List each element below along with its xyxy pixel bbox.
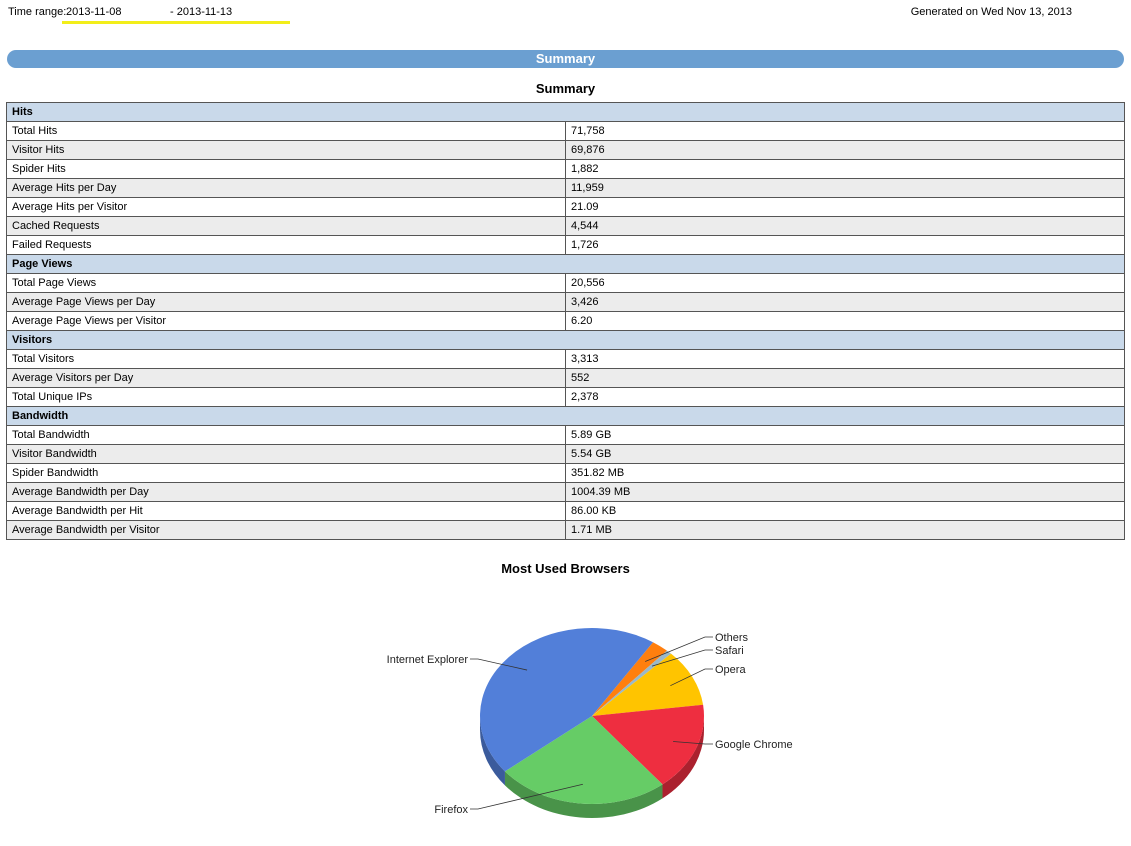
metric-value: 11,959 xyxy=(565,178,1125,198)
metric-label: Total Hits xyxy=(6,121,566,141)
table-row: Total Page Views 20,556 xyxy=(6,273,1125,293)
metric-label: Spider Bandwidth xyxy=(6,463,566,483)
pie-slice-firefox xyxy=(504,716,663,804)
time-range-highlight: 2013-11-08 - 2013-11-13 xyxy=(62,5,290,24)
metric-value: 5.54 GB xyxy=(565,444,1125,464)
metric-value: 4,544 xyxy=(565,216,1125,236)
pie-leader-line xyxy=(470,658,528,671)
pie-wall-google-chrome xyxy=(662,716,704,799)
metric-value: 1004.39 MB xyxy=(565,482,1125,502)
table-row: Average Bandwidth per Visitor 1.71 MB xyxy=(6,520,1125,540)
table-row: Average Hits per Day 11,959 xyxy=(6,178,1125,198)
metric-label: Failed Requests xyxy=(6,235,566,255)
section-label: Bandwidth xyxy=(6,406,1125,426)
table-row: Total Bandwidth 5.89 GB xyxy=(6,425,1125,445)
pie-slice-internet-explorer xyxy=(480,628,653,772)
section-label: Hits xyxy=(6,102,1125,122)
metric-label: Cached Requests xyxy=(6,216,566,236)
report-header: Time range: 2013-11-08 - 2013-11-13 Gene… xyxy=(8,6,1120,24)
pie-leader-line xyxy=(673,741,713,745)
section-label: Page Views xyxy=(6,254,1125,274)
generated-date: Generated on Wed Nov 13, 2013 xyxy=(910,6,1072,18)
metric-value: 71,758 xyxy=(565,121,1125,141)
pie-label: Opera xyxy=(715,664,746,676)
table-row: Spider Hits 1,882 xyxy=(6,159,1125,179)
pie-label: Firefox xyxy=(434,804,468,816)
pie-leader-line xyxy=(470,783,583,810)
metric-value: 1,726 xyxy=(565,235,1125,255)
metric-label: Total Page Views xyxy=(6,273,566,293)
table-section-header: Bandwidth xyxy=(6,406,1125,426)
pie-label: Internet Explorer xyxy=(387,654,469,666)
table-row: Average Visitors per Day 552 xyxy=(6,368,1125,388)
metric-value: 20,556 xyxy=(565,273,1125,293)
metric-label: Visitor Hits xyxy=(6,140,566,160)
metric-label: Total Visitors xyxy=(6,349,566,369)
table-section-header: Visitors xyxy=(6,330,1125,350)
pie-leader-line xyxy=(651,649,713,667)
metric-label: Visitor Bandwidth xyxy=(6,444,566,464)
section-label: Visitors xyxy=(6,330,1125,350)
summary-title: Summary xyxy=(535,81,596,96)
summary-table: Hits Total Hits 71,758 Visitor Hits 69,876 Sp… xyxy=(6,102,1125,540)
pie-slice-opera xyxy=(592,653,704,716)
metric-label: Average Visitors per Day xyxy=(6,368,566,388)
pie-label: Others xyxy=(715,632,749,644)
pie-slice-safari xyxy=(592,650,672,716)
table-section-header: Hits xyxy=(6,102,1125,122)
metric-label: Average Bandwidth per Day xyxy=(6,482,566,502)
pie-wall-internet-explorer xyxy=(480,716,505,786)
date-from[interactable]: 2013-11-08 xyxy=(66,6,122,18)
table-row: Spider Bandwidth 351.82 MB xyxy=(6,463,1125,483)
metric-value: 1.71 MB xyxy=(565,520,1125,540)
pie-wall-firefox xyxy=(504,771,663,818)
pie-label: Google Chrome xyxy=(715,739,793,751)
metric-value: 6.20 xyxy=(565,311,1125,331)
pie-slice-google-chrome xyxy=(592,704,704,785)
metric-value: 5.89 GB xyxy=(565,425,1125,445)
table-row: Average Page Views per Day 3,426 xyxy=(6,292,1125,312)
summary-banner: Summary xyxy=(7,50,1124,68)
date-to[interactable]: - 2013-11-13 xyxy=(170,6,233,18)
table-row: Average Bandwidth per Hit 86.00 KB xyxy=(6,501,1125,521)
table-row: Total Visitors 3,313 xyxy=(6,349,1125,369)
metric-label: Spider Hits xyxy=(6,159,566,179)
table-row: Average Hits per Visitor 21.09 xyxy=(6,197,1125,217)
metric-value: 86.00 KB xyxy=(565,501,1125,521)
metric-value: 3,313 xyxy=(565,349,1125,369)
table-row: Cached Requests 4,544 xyxy=(6,216,1125,236)
table-section-header: Page Views xyxy=(6,254,1125,274)
metric-value: 3,426 xyxy=(565,292,1125,312)
metric-label: Average Bandwidth per Visitor xyxy=(6,520,566,540)
table-row: Average Page Views per Visitor 6.20 xyxy=(6,311,1125,331)
metric-label: Average Page Views per Day xyxy=(6,292,566,312)
metric-value: 1,882 xyxy=(565,159,1125,179)
chart-title: Most Used Browsers xyxy=(501,561,630,576)
table-row: Total Unique IPs 2,378 xyxy=(6,387,1125,407)
metric-value: 69,876 xyxy=(565,140,1125,160)
metric-value: 552 xyxy=(565,368,1125,388)
table-row: Failed Requests 1,726 xyxy=(6,235,1125,255)
metric-label: Average Hits per Day xyxy=(6,178,566,198)
metric-value: 351.82 MB xyxy=(565,463,1125,483)
table-row: Total Hits 71,758 xyxy=(6,121,1125,141)
time-range-label: Time range: xyxy=(8,6,67,18)
metric-label: Average Bandwidth per Hit xyxy=(6,501,566,521)
metric-label: Average Hits per Visitor xyxy=(6,197,566,217)
metric-label: Total Bandwidth xyxy=(6,425,566,445)
pie-side-walls xyxy=(480,716,704,818)
pie-label: Safari xyxy=(715,645,744,657)
table-row: Average Bandwidth per Day 1004.39 MB xyxy=(6,482,1125,502)
metric-label: Average Page Views per Visitor xyxy=(6,311,566,331)
table-row: Visitor Hits 69,876 xyxy=(6,140,1125,160)
metric-value: 2,378 xyxy=(565,387,1125,407)
pie-leader-line xyxy=(645,636,713,662)
pie-leader-line xyxy=(670,668,713,687)
metric-label: Total Unique IPs xyxy=(6,387,566,407)
table-row: Visitor Bandwidth 5.54 GB xyxy=(6,444,1125,464)
metric-value: 21.09 xyxy=(565,197,1125,217)
